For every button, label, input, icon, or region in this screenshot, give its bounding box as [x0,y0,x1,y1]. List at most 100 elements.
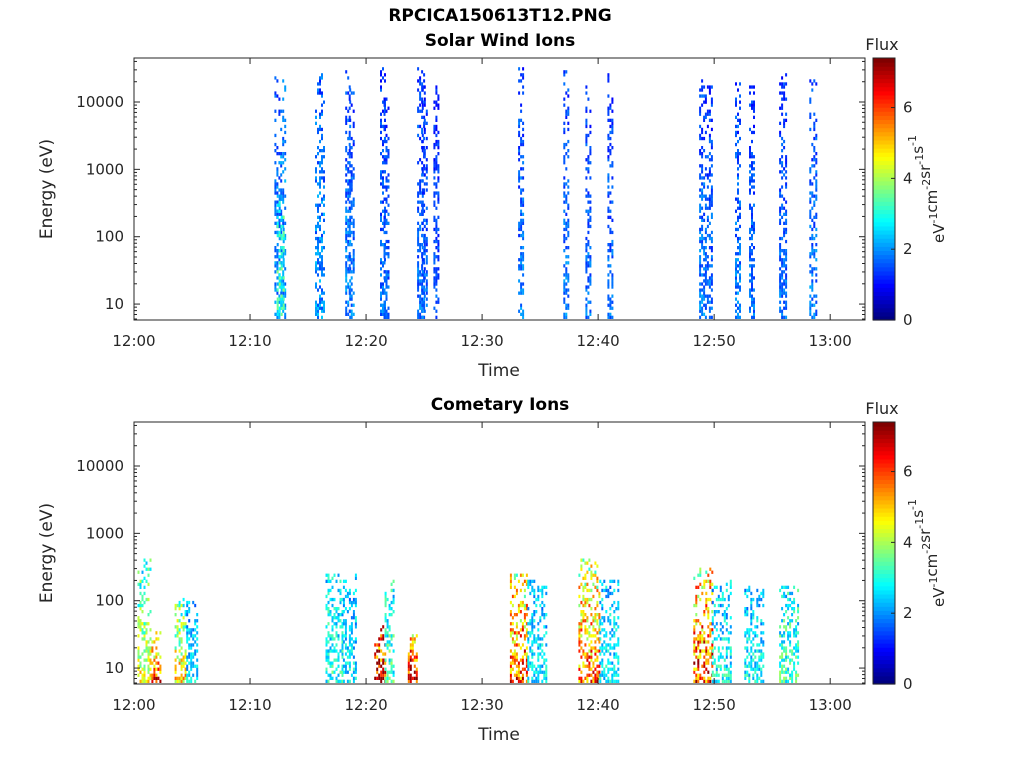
heatmap-cell [347,230,350,235]
heatmap-cell [382,306,384,310]
heatmap-cell [711,670,714,674]
heatmap-cell [186,676,189,680]
heatmap-cell [421,173,424,177]
heatmap-cell [699,273,702,277]
heatmap-cell [518,233,521,238]
heatmap-cell [706,112,709,116]
heatmap-cell [587,261,590,265]
heatmap-cell [596,664,599,668]
heatmap-cell [392,634,395,638]
heatmap-cell [563,185,566,189]
heatmap-cell [703,149,706,153]
heatmap-cell [611,255,614,259]
heatmap-cell [380,649,383,653]
heatmap-cell [785,282,788,286]
heatmap-cell [584,631,587,635]
heatmap-cell [282,161,285,165]
heatmap-cell [781,136,784,141]
heatmap-cell [385,179,388,183]
heatmap-cell [721,676,724,680]
heatmap-cell [617,667,620,671]
heatmap-cell [797,655,800,659]
heatmap-cell [337,616,340,620]
heatmap-cell [592,676,595,680]
heatmap-cell [697,594,700,599]
heatmap-cell [417,309,420,313]
heatmap-cell [344,646,347,650]
heatmap-cell [509,673,512,677]
heatmap-cell [584,664,587,668]
heatmap-cell [706,124,709,129]
heatmap-cell [344,622,347,626]
heatmap-cell [317,315,319,319]
heatmap-cell [280,249,283,253]
heatmap-cell [180,667,183,671]
heatmap-cell [719,622,722,626]
heatmap-cell [141,594,144,599]
heatmap-cell [727,637,730,641]
heatmap-cell [791,676,794,680]
heatmap-cell [699,288,702,292]
heatmap-cell [521,667,524,671]
heatmap-cell [785,603,788,608]
heatmap-cell [520,109,523,113]
heatmap-cell [723,610,726,614]
colorbar-step [873,307,895,313]
heatmap-cell [746,655,749,659]
heatmap-cell [352,661,355,665]
heatmap-cell [374,655,377,659]
heatmap-cell [284,221,287,225]
heatmap-cell [603,673,606,677]
heatmap-cell [735,279,737,283]
heatmap-cell [711,646,714,650]
heatmap-cell [319,224,321,229]
heatmap-cell [587,243,590,247]
heatmap-cell [751,303,753,307]
heatmap-cell [350,200,353,204]
heatmap-cell [384,306,386,310]
heatmap-cell [149,667,152,671]
heatmap-cell [520,139,523,144]
heatmap-cell [751,152,753,156]
heatmap-cell [704,230,707,235]
heatmap-cell [587,133,590,138]
heatmap-cell [325,579,328,583]
heatmap-cell [518,221,521,225]
heatmap-cell [703,637,706,641]
heatmap-cell [699,282,702,286]
heatmap-cell [711,640,714,644]
colorbar-step [873,557,895,562]
heatmap-cell [744,658,747,662]
heatmap-cell [531,613,534,617]
heatmap-cell [815,152,818,156]
heatmap-cell [421,109,424,113]
heatmap-cell [276,185,279,189]
heatmap-cell [417,294,420,298]
heatmap-cell [386,622,389,626]
heatmap-cell [517,603,520,608]
heatmap-cell [417,133,420,138]
heatmap-cell [613,588,616,593]
heatmap-cell [190,652,193,656]
heatmap-cell [582,679,585,683]
heatmap-cell [348,655,351,659]
heatmap-cell [751,224,753,229]
heatmap-cell [699,652,702,656]
heatmap-cell [383,139,386,144]
heatmap-cell [744,676,747,680]
heatmap-cell [753,221,755,225]
heatmap-cell [598,670,601,674]
heatmap-cell [586,619,589,623]
heatmap-cell [348,106,351,110]
heatmap-cell [746,670,749,674]
heatmap-cell [352,600,355,605]
heatmap-cell [347,285,350,289]
heatmap-cell [517,631,520,635]
heatmap-cell [186,664,189,668]
heatmap-cell [706,267,709,271]
heatmap-cell [789,661,792,665]
heatmap-cell [174,634,177,638]
heatmap-cell [704,97,707,101]
heatmap-cell [704,130,707,135]
heatmap-cell [196,625,199,629]
